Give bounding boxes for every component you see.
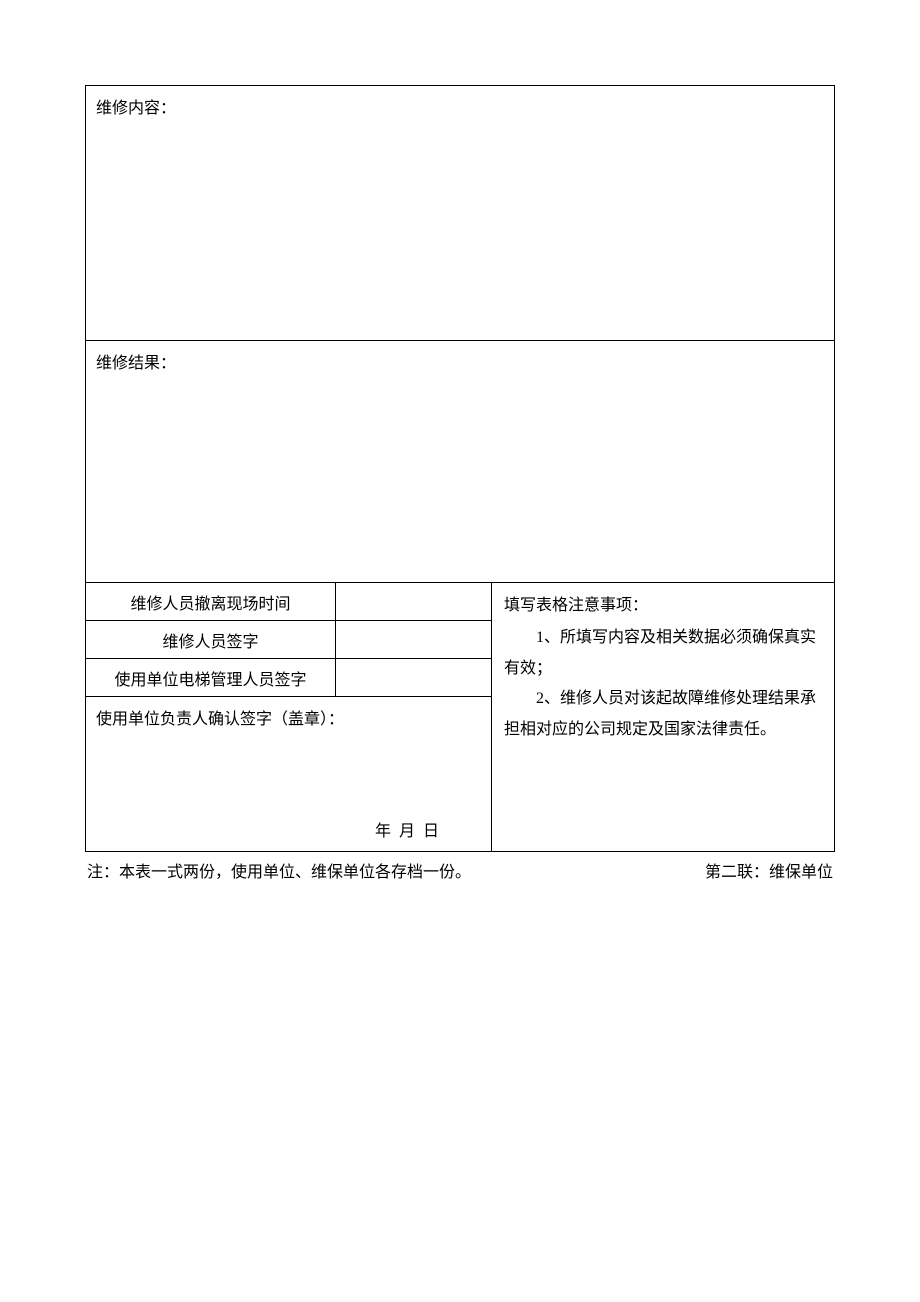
departure-time-value <box>336 583 491 620</box>
footer-row: 注：本表一式两份，使用单位、维保单位各存档一份。 第二联：维保单位 <box>85 852 835 882</box>
manager-sign-row: 使用单位电梯管理人员签字 <box>86 659 491 697</box>
repair-sign-label: 维修人员签字 <box>86 621 336 658</box>
date-line: 年 月 日 <box>375 817 441 841</box>
footer-left: 注：本表一式两份，使用单位、维保单位各存档一份。 <box>87 858 471 882</box>
departure-time-row: 维修人员撤离现场时间 <box>86 583 491 621</box>
notes-item-1: 1、所填写内容及相关数据必须确保真实有效； <box>504 623 822 684</box>
notes-item-2: 2、维修人员对该起故障维修处理结果承担相对应的公司规定及国家法律责任。 <box>504 684 822 745</box>
bottom-section: 维修人员撤离现场时间 维修人员签字 使用单位电梯管理人员签字 使用单位负责人确认… <box>86 583 834 851</box>
form-table: 维修内容： 维修结果： 维修人员撤离现场时间 维修人员签字 使用单位电梯管理人员… <box>85 85 835 852</box>
departure-time-label-text: 维修人员撤离现场时间 <box>130 590 290 614</box>
manager-sign-label-text: 使用单位电梯管理人员签字 <box>114 666 306 690</box>
left-column: 维修人员撤离现场时间 维修人员签字 使用单位电梯管理人员签字 使用单位负责人确认… <box>86 583 492 851</box>
right-column: 填写表格注意事项： 1、所填写内容及相关数据必须确保真实有效； 2、维修人员对该… <box>492 583 834 851</box>
repair-content-section: 维修内容： <box>86 86 834 341</box>
manager-sign-label: 使用单位电梯管理人员签字 <box>86 659 336 696</box>
repair-result-section: 维修结果： <box>86 341 834 583</box>
manager-sign-value <box>336 659 491 696</box>
departure-time-label: 维修人员撤离现场时间 <box>86 583 336 620</box>
repair-sign-value <box>336 621 491 658</box>
footer-right: 第二联：维保单位 <box>705 858 833 882</box>
repair-sign-row: 维修人员签字 <box>86 621 491 659</box>
owner-confirm-row: 使用单位负责人确认签字（盖章）： 年 月 日 <box>86 697 491 851</box>
owner-confirm-label: 使用单位负责人确认签字（盖章）： <box>96 711 344 728</box>
notes-title: 填写表格注意事项： <box>504 591 822 621</box>
repair-sign-label-text: 维修人员签字 <box>162 628 258 652</box>
repair-result-label: 维修结果： <box>96 355 176 372</box>
repair-content-label: 维修内容： <box>96 100 176 117</box>
